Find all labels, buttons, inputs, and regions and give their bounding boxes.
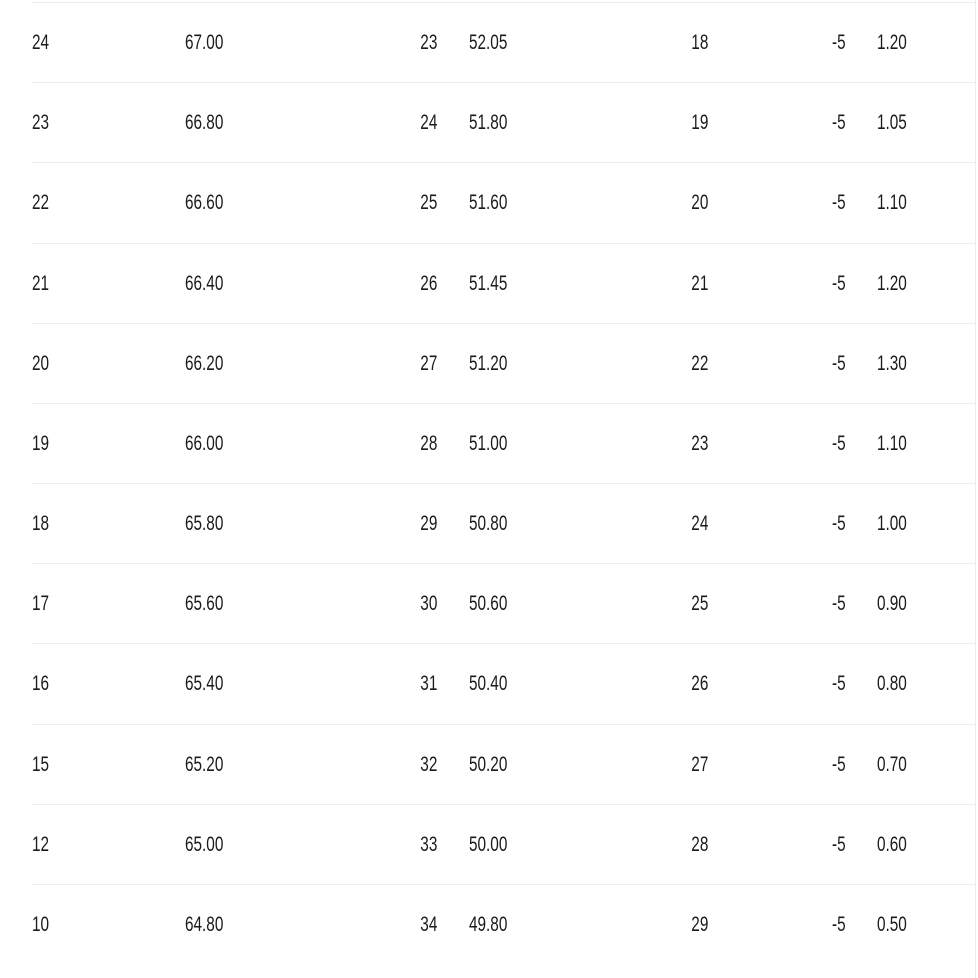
- table-cell-col6: -5: [832, 752, 846, 776]
- table-cell-col2: 66.80: [185, 111, 224, 135]
- table-cell-col3: 34: [419, 912, 437, 936]
- table-cell-col3: 29: [419, 512, 437, 536]
- table-cell-col7: 1.10: [877, 431, 907, 455]
- table-cell-col7: 1.00: [877, 512, 907, 536]
- table-cell-col6: -5: [832, 592, 846, 616]
- table-row[interactable]: 23 66.80 24 51.80 19 -5 1.05: [32, 82, 975, 162]
- table-cell-col3: 27: [419, 351, 437, 375]
- table-row[interactable]: 18 65.80 29 50.80 24 -5 1.00: [32, 483, 975, 563]
- table-cell-col5: 18: [690, 31, 708, 55]
- table-cell-col4: 51.00: [469, 431, 508, 455]
- table-cell-col3: 26: [419, 271, 437, 295]
- table-cell-col5: 20: [690, 191, 708, 215]
- table-cell-col2: 65.00: [185, 832, 224, 856]
- table-cell-col7: 1.05: [877, 111, 907, 135]
- table-row[interactable]: 22 66.60 25 51.60 20 -5 1.10: [32, 162, 975, 242]
- table-cell-col7: 0.50: [877, 912, 907, 936]
- table-cell-col5: 29: [690, 912, 708, 936]
- table-right-border: [975, 0, 976, 978]
- table-row[interactable]: 12 65.00 33 50.00 28 -5 0.60: [32, 803, 975, 884]
- table-cell-col6: -5: [832, 271, 846, 295]
- table-row[interactable]: 20 66.20 27 51.20 22 -5 1.30: [32, 322, 975, 403]
- table-cell-col4: 51.80: [469, 111, 508, 135]
- table-cell-col2: 67.00: [185, 31, 224, 55]
- table-row[interactable]: 24 67.00 23 52.05 18 -5 1.20: [32, 2, 975, 82]
- table-cell-col2: 66.20: [185, 351, 224, 375]
- table-cell-col6: -5: [832, 832, 846, 856]
- table-cell-col7: 0.80: [877, 672, 907, 696]
- table-cell-col4: 51.60: [469, 191, 508, 215]
- table-cell-col7: 0.60: [877, 832, 907, 856]
- table-cell-col5: 26: [690, 672, 708, 696]
- table-cell-col6: -5: [832, 191, 846, 215]
- table-cell-col7: 1.20: [877, 271, 907, 295]
- table-cell-col5: 23: [690, 431, 708, 455]
- table-cell-col3: 28: [419, 431, 437, 455]
- table-cell-col6: -5: [832, 431, 846, 455]
- table-cell-col4: 50.60: [469, 592, 508, 616]
- table-cell-col4: 50.00: [469, 832, 508, 856]
- table-cell-col7: 1.20: [877, 31, 907, 55]
- table-cell-col1: 12: [32, 832, 50, 856]
- table-row[interactable]: 19 66.00 28 51.00 23 -5 1.10: [32, 402, 975, 483]
- table-cell-col4: 51.20: [469, 351, 508, 375]
- table-cell-col1: 10: [32, 912, 50, 936]
- table-cell-col7: 0.90: [877, 592, 907, 616]
- table-cell-col1: 23: [32, 111, 50, 135]
- table-cell-col4: 50.40: [469, 672, 508, 696]
- table-cell-col2: 66.40: [185, 271, 224, 295]
- table-cell-col3: 32: [419, 752, 437, 776]
- table-cell-col3: 23: [419, 31, 437, 55]
- table-cell-col3: 25: [419, 191, 437, 215]
- table-cell-col6: -5: [832, 512, 846, 536]
- table-cell-col4: 49.80: [469, 912, 508, 936]
- table-cell-col5: 24: [690, 512, 708, 536]
- table-cell-col6: -5: [832, 672, 846, 696]
- table-cell-col1: 22: [32, 191, 50, 215]
- table-cell-col2: 65.20: [185, 752, 224, 776]
- table-cell-col2: 65.40: [185, 672, 224, 696]
- table-cell-col2: 65.80: [185, 512, 224, 536]
- table-cell-col4: 50.80: [469, 512, 508, 536]
- table-cell-col4: 52.05: [469, 31, 508, 55]
- table-cell-col3: 31: [419, 672, 437, 696]
- table-cell-col5: 27: [690, 752, 708, 776]
- table-cell-col2: 65.60: [185, 592, 224, 616]
- table-cell-col1: 19: [32, 431, 50, 455]
- table-cell-col2: 66.00: [185, 431, 224, 455]
- table-cell-col1: 16: [32, 672, 50, 696]
- table-cell-col6: -5: [832, 31, 846, 55]
- table-cell-col1: 17: [32, 592, 50, 616]
- table-cell-col6: -5: [832, 351, 846, 375]
- table-cell-col5: 25: [690, 592, 708, 616]
- table-row[interactable]: 16 65.40 31 50.40 26 -5 0.80: [32, 643, 975, 723]
- table-cell-col3: 30: [419, 592, 437, 616]
- table-row[interactable]: 15 65.20 32 50.20 27 -5 0.70: [32, 723, 975, 804]
- table-cell-col1: 21: [32, 271, 50, 295]
- table-cell-col2: 66.60: [185, 191, 224, 215]
- table-cell-col7: 1.30: [877, 351, 907, 375]
- table-row[interactable]: 10 64.80 34 49.80 29 -5 0.50: [32, 883, 975, 964]
- table-row[interactable]: 21 66.40 26 51.45 21 -5 1.20: [32, 242, 975, 323]
- table-cell-col1: 24: [32, 31, 50, 55]
- table-cell-col1: 20: [32, 351, 50, 375]
- table-cell-col7: 0.70: [877, 752, 907, 776]
- table-cell-col3: 33: [419, 832, 437, 856]
- table-cell-col7: 1.10: [877, 191, 907, 215]
- table-cell-col3: 24: [419, 111, 437, 135]
- table-cell-col1: 18: [32, 512, 50, 536]
- table-cell-col5: 19: [690, 111, 708, 135]
- table-cell-col5: 21: [690, 271, 708, 295]
- table-cell-col6: -5: [832, 111, 846, 135]
- table-cell-col4: 51.45: [469, 271, 508, 295]
- table-cell-col5: 22: [690, 351, 708, 375]
- table-cell-col2: 64.80: [185, 912, 224, 936]
- table-row[interactable]: 17 65.60 30 50.60 25 -5 0.90: [32, 563, 975, 643]
- table-cell-col6: -5: [832, 912, 846, 936]
- table-cell-col1: 15: [32, 752, 50, 776]
- table-cell-col5: 28: [690, 832, 708, 856]
- table-cell-col4: 50.20: [469, 752, 508, 776]
